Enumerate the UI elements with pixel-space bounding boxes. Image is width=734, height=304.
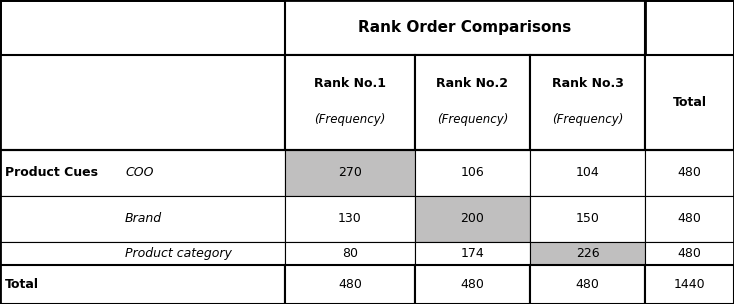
Text: COO: COO	[125, 167, 153, 179]
Text: 130: 130	[338, 212, 362, 226]
Text: 480: 480	[575, 278, 600, 291]
Bar	[530, 265, 645, 304]
Bar	[530, 242, 645, 265]
Bar	[645, 265, 734, 304]
Text: 174: 174	[461, 247, 484, 260]
Text: Rank Order Comparisons: Rank Order Comparisons	[358, 20, 572, 35]
Bar	[285, 0, 645, 55]
Bar	[0, 150, 285, 196]
Bar	[530, 196, 645, 242]
Text: 200: 200	[460, 212, 484, 226]
Text: (Frequency): (Frequency)	[437, 113, 508, 126]
Bar	[0, 265, 285, 304]
Text: 1440: 1440	[674, 278, 705, 291]
Text: 104: 104	[575, 167, 600, 179]
Text: 106: 106	[461, 167, 484, 179]
Bar	[530, 150, 645, 196]
Text: 480: 480	[677, 212, 702, 226]
Bar	[415, 196, 530, 242]
Text: Rank No.1: Rank No.1	[314, 77, 386, 90]
Bar	[645, 196, 734, 242]
Text: Total: Total	[5, 278, 39, 291]
Bar	[645, 242, 734, 265]
Text: 480: 480	[460, 278, 484, 291]
Bar	[0, 196, 285, 242]
Bar	[415, 242, 530, 265]
Bar	[415, 150, 530, 196]
Bar	[0, 242, 285, 265]
Text: Rank No.2: Rank No.2	[437, 77, 509, 90]
Text: (Frequency): (Frequency)	[314, 113, 385, 126]
Bar	[645, 150, 734, 196]
Text: 480: 480	[677, 247, 702, 260]
Bar	[0, 55, 285, 150]
Bar	[285, 265, 415, 304]
Text: 150: 150	[575, 212, 600, 226]
Text: Total: Total	[672, 96, 707, 109]
Text: Product Cues: Product Cues	[5, 167, 98, 179]
Bar	[415, 265, 530, 304]
Bar	[530, 55, 645, 150]
Bar	[285, 242, 415, 265]
Text: 480: 480	[338, 278, 362, 291]
Text: 80: 80	[342, 247, 358, 260]
Bar	[645, 0, 734, 55]
Text: (Frequency): (Frequency)	[552, 113, 623, 126]
Bar	[415, 55, 530, 150]
Text: Brand: Brand	[125, 212, 162, 226]
Text: 226: 226	[575, 247, 600, 260]
Bar	[0, 0, 285, 55]
Bar	[285, 150, 415, 196]
Text: 270: 270	[338, 167, 362, 179]
Bar	[645, 55, 734, 150]
Text: 480: 480	[677, 167, 702, 179]
Text: Rank No.3: Rank No.3	[551, 77, 623, 90]
Text: Product category: Product category	[125, 247, 232, 260]
Bar	[285, 196, 415, 242]
Bar	[285, 55, 415, 150]
